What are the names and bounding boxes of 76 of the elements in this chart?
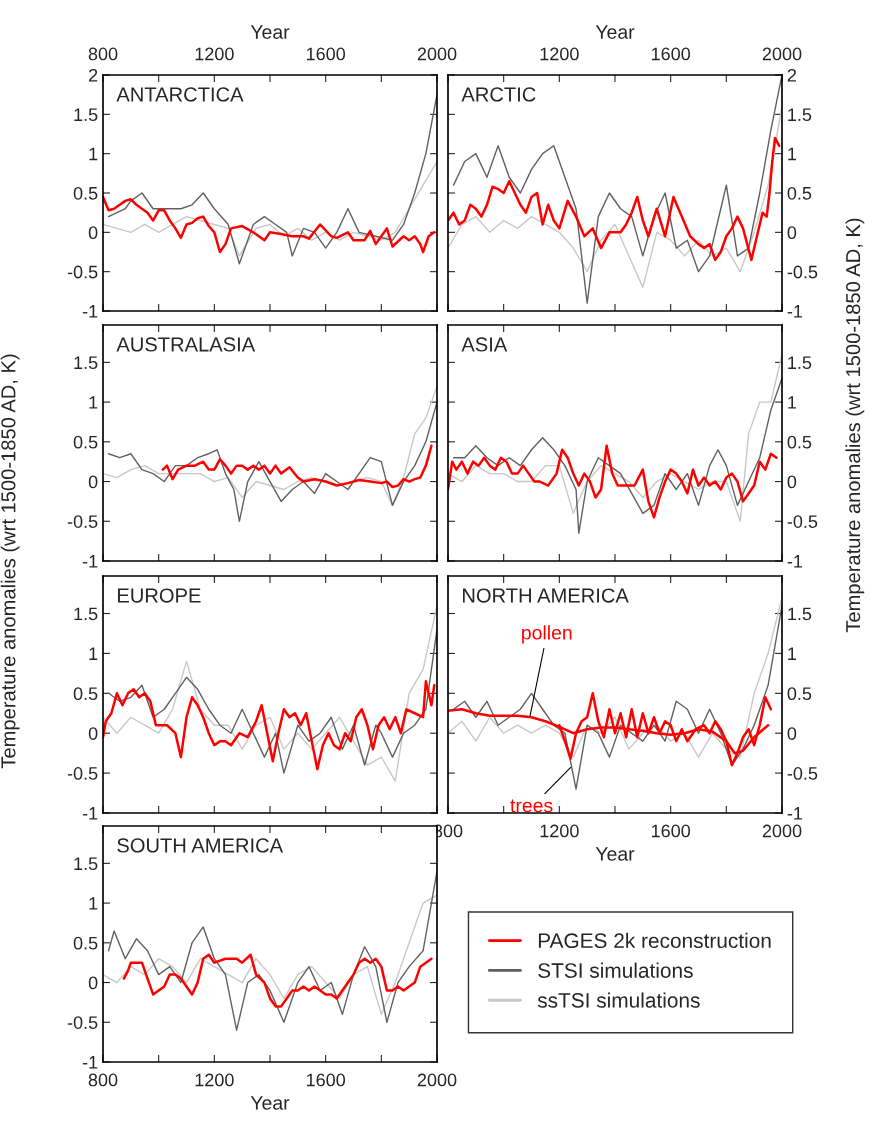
- x-axis-title: Year: [595, 25, 635, 39]
- y-tick-label: 0: [88, 475, 98, 489]
- legend-label: ssTSI simulations: [537, 992, 700, 1008]
- y-tick-label: -1: [82, 555, 98, 568]
- y-tick-label: 1: [89, 147, 98, 161]
- chart-title: EUROPE: [118, 588, 201, 603]
- y-tick-label: -0.5: [67, 1016, 98, 1029]
- y-tick-label: 0.5: [73, 435, 98, 449]
- y-tick-label: -0.5: [787, 265, 818, 279]
- y-tick-label: 1.5: [788, 607, 812, 621]
- y-tick-label: 2: [787, 68, 796, 82]
- y-axis-title: Temperature anomalies (wrt 1500-1850 AD, K): [0, 354, 20, 769]
- x-axis-title: Year: [250, 25, 290, 39]
- y-axis-title: Temperature anomalies (wrt 1500-1850 AD, K): [845, 218, 865, 633]
- y-tick-label: 2: [89, 68, 98, 82]
- y-tick-label: -1: [82, 305, 98, 318]
- x-tick-label: 1200: [540, 47, 579, 61]
- y-tick-label: 1.5: [74, 108, 98, 122]
- x-tick-label: 1600: [651, 824, 691, 838]
- y-tick-label: 0.5: [73, 936, 98, 950]
- x-tick-label: 1200: [195, 1073, 234, 1087]
- chart-title: NORTH AMERICA: [463, 588, 629, 603]
- y-tick-label: 1: [89, 396, 98, 409]
- x-tick-label: 2000: [762, 47, 802, 61]
- chart-title: ARCTIC: [461, 87, 536, 102]
- y-tick-label: 0: [88, 976, 98, 990]
- y-tick-label: 0.5: [787, 186, 812, 200]
- x-tick-label: 2000: [417, 1073, 457, 1087]
- x-tick-label: 2000: [762, 824, 802, 838]
- y-tick-label: 1.5: [74, 356, 98, 370]
- y-tick-label: -0.5: [787, 515, 818, 528]
- y-tick-label: -0.5: [787, 767, 818, 780]
- y-tick-label: -1: [787, 305, 803, 318]
- y-tick-label: 0.5: [73, 186, 98, 200]
- y-tick-label: 1.5: [788, 108, 812, 122]
- x-tick-label: 800: [88, 1073, 118, 1087]
- annotation: trees: [510, 799, 553, 813]
- y-tick-label: 1.5: [74, 607, 98, 621]
- x-tick-label: 1600: [651, 47, 691, 61]
- y-tick-label: 1: [788, 147, 797, 161]
- y-tick-label: 1: [788, 396, 797, 409]
- y-tick-label: 0: [787, 475, 797, 489]
- y-tick-label: 0: [787, 727, 797, 740]
- annotation: pollen: [522, 625, 572, 644]
- y-tick-label: 0.5: [787, 687, 812, 701]
- x-tick-label: 1200: [540, 824, 579, 838]
- x-axis-title: Year: [250, 1096, 290, 1110]
- x-tick-label: 1600: [306, 47, 346, 61]
- y-tick-label: 0: [88, 727, 98, 740]
- y-tick-label: -0.5: [67, 515, 98, 528]
- y-tick-label: 1.5: [74, 857, 98, 871]
- y-tick-label: 0: [787, 226, 797, 240]
- chart-title: AUSTRALASIA: [116, 337, 256, 352]
- y-tick-label: 0.5: [73, 687, 98, 701]
- y-tick-label: 1: [89, 647, 98, 660]
- y-tick-label: 0.5: [787, 435, 812, 449]
- chart-title: ANTARCTICA: [116, 87, 244, 102]
- y-tick-label: -1: [787, 807, 803, 820]
- legend-label: PAGES 2k reconstruction: [538, 932, 771, 949]
- x-axis-title: Year: [595, 847, 635, 861]
- chart-title: SOUTH AMERICA: [117, 838, 284, 853]
- y-tick-label: 1.5: [788, 356, 812, 370]
- y-tick-label: 1: [89, 897, 98, 910]
- y-tick-label: -1: [82, 807, 98, 820]
- y-tick-label: 1: [788, 647, 797, 660]
- y-tick-label: -1: [82, 1056, 98, 1069]
- x-tick-label: 800: [88, 47, 118, 61]
- y-tick-label: -0.5: [67, 767, 98, 780]
- x-tick-label: 1200: [195, 47, 234, 61]
- x-tick-label: 1600: [306, 1073, 346, 1087]
- y-tick-label: -1: [787, 555, 803, 568]
- y-tick-label: 0: [88, 226, 98, 240]
- y-tick-label: -0.5: [67, 265, 98, 279]
- x-tick-label: 2000: [417, 47, 457, 61]
- legend-label: STSI simulations: [538, 962, 693, 978]
- chart-title: ASIA: [461, 337, 508, 352]
